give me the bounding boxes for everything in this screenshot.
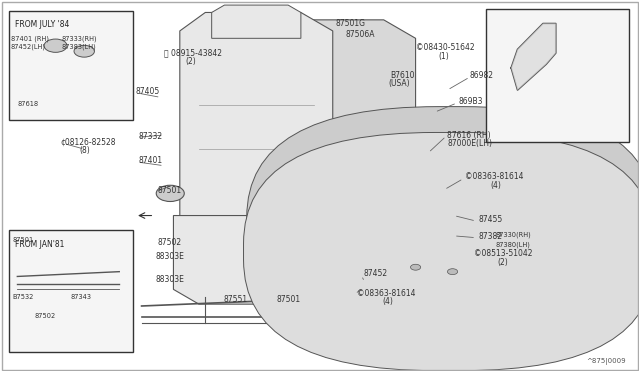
Text: (2): (2): [185, 57, 196, 66]
Text: ^875|0009: ^875|0009: [586, 358, 626, 365]
Circle shape: [447, 269, 458, 275]
Text: (USA): (USA): [388, 79, 410, 88]
Text: FROM JAN'81: FROM JAN'81: [15, 240, 65, 248]
Circle shape: [44, 39, 67, 52]
Polygon shape: [173, 215, 333, 304]
Text: (1): (1): [438, 52, 449, 61]
Text: 87380(LH): 87380(LH): [495, 241, 530, 248]
Text: 87401 (RH): 87401 (RH): [11, 35, 49, 42]
Polygon shape: [212, 5, 301, 38]
Text: 86982: 86982: [470, 71, 493, 80]
Text: ©08513-51042: ©08513-51042: [474, 250, 532, 259]
FancyBboxPatch shape: [415, 184, 444, 210]
Circle shape: [410, 264, 420, 270]
Text: FROM JULY '84: FROM JULY '84: [15, 20, 70, 29]
Text: 87618: 87618: [17, 101, 38, 107]
Text: 87332: 87332: [138, 132, 163, 141]
Text: ©08430-51642: ©08430-51642: [415, 43, 474, 52]
Text: 87455: 87455: [478, 215, 502, 224]
Text: B7532: B7532: [13, 294, 34, 300]
Circle shape: [156, 185, 184, 202]
FancyBboxPatch shape: [246, 107, 640, 349]
Polygon shape: [180, 13, 333, 230]
Text: 87502: 87502: [157, 238, 182, 247]
Text: ©08363-81614: ©08363-81614: [465, 172, 524, 181]
Text: 87343: 87343: [70, 294, 92, 300]
Text: (8): (8): [79, 147, 90, 155]
Text: 88303E: 88303E: [156, 251, 184, 261]
Text: 87330(RH): 87330(RH): [495, 231, 531, 238]
Text: 87401: 87401: [138, 156, 163, 166]
Text: 87382: 87382: [478, 232, 502, 241]
Text: ¢08126-82528: ¢08126-82528: [60, 138, 115, 147]
Text: 88303E: 88303E: [156, 275, 184, 283]
Text: 87551: 87551: [223, 295, 247, 304]
Text: (4): (4): [383, 297, 394, 306]
Text: 87405: 87405: [135, 87, 159, 96]
Text: B7610: B7610: [390, 71, 415, 80]
Polygon shape: [511, 23, 556, 90]
Text: Ⓜ 08915-43842: Ⓜ 08915-43842: [164, 49, 222, 58]
Text: (2): (2): [497, 257, 508, 267]
Text: (4): (4): [491, 181, 502, 190]
Text: 869B3: 869B3: [459, 97, 483, 106]
Text: 87501G: 87501G: [336, 19, 366, 28]
Text: 87333(RH): 87333(RH): [62, 35, 97, 42]
Bar: [486, 9, 629, 142]
Text: 87452(LH): 87452(LH): [11, 43, 46, 50]
Text: ©08363-81614: ©08363-81614: [357, 289, 415, 298]
Text: 87616 (RH): 87616 (RH): [447, 131, 491, 140]
Text: 87501: 87501: [276, 295, 301, 304]
Text: 87501: 87501: [157, 186, 182, 195]
Text: 87000E(LH): 87000E(LH): [447, 139, 492, 148]
Bar: [9, 230, 133, 352]
Polygon shape: [275, 20, 415, 245]
FancyBboxPatch shape: [244, 132, 640, 371]
Polygon shape: [275, 230, 415, 319]
Text: 87383(LH): 87383(LH): [62, 43, 97, 50]
Text: 87501: 87501: [13, 237, 34, 243]
Text: 87502: 87502: [35, 313, 56, 319]
Text: 87506A: 87506A: [346, 30, 375, 39]
Bar: [9, 11, 133, 119]
Circle shape: [74, 45, 95, 57]
Text: 87452: 87452: [364, 269, 387, 278]
